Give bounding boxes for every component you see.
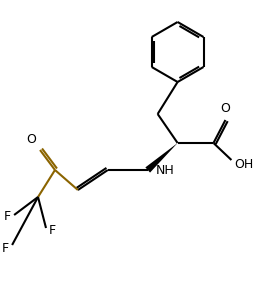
Text: O: O <box>220 102 231 115</box>
Text: F: F <box>2 243 9 255</box>
Text: F: F <box>4 210 11 223</box>
Text: NH: NH <box>156 164 174 176</box>
Text: F: F <box>49 223 56 237</box>
Text: O: O <box>26 133 36 146</box>
Text: OH: OH <box>234 158 254 170</box>
Polygon shape <box>145 143 178 173</box>
